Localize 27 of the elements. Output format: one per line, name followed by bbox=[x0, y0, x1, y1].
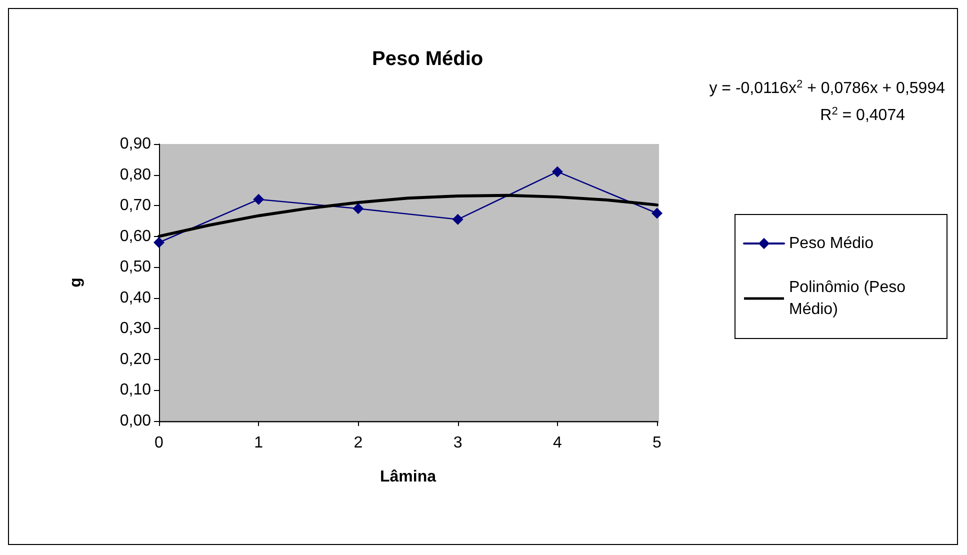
y-tick-label: 0,40 bbox=[120, 289, 152, 306]
chart-title: Peso Médio bbox=[372, 48, 484, 70]
point bbox=[253, 194, 264, 205]
y-tick-label: 0,00 bbox=[120, 412, 152, 430]
x-tick-label: 4 bbox=[552, 434, 562, 452]
y-tick-label: 0,50 bbox=[120, 258, 152, 276]
legend-label: Polinômio (Peso Médio) bbox=[789, 279, 910, 318]
y-tick-label: 0,30 bbox=[120, 320, 152, 338]
x-axis-title: Lâmina bbox=[380, 468, 436, 486]
x-tick-label: 5 bbox=[652, 434, 662, 452]
point bbox=[352, 203, 364, 214]
y-tick-label: 0,70 bbox=[120, 197, 152, 214]
point bbox=[154, 236, 164, 248]
y-axis-title: g bbox=[68, 278, 84, 288]
y-tick-label: 0,80 bbox=[120, 166, 152, 184]
point bbox=[452, 214, 464, 225]
x-tick-label: 0 bbox=[154, 434, 164, 452]
y-tick-label: 0,90 bbox=[120, 136, 152, 152]
y-tick-label: 0,60 bbox=[120, 228, 152, 245]
x-tick-label: 2 bbox=[354, 434, 363, 452]
point bbox=[552, 166, 563, 178]
point bbox=[652, 208, 662, 219]
y-tick-label: 0,20 bbox=[120, 350, 152, 368]
legend-label: Peso Médio bbox=[789, 235, 874, 252]
x-tick-label: 3 bbox=[453, 434, 462, 452]
y-tick-label: 0,10 bbox=[120, 382, 152, 399]
x-tick-label: 1 bbox=[254, 434, 264, 452]
